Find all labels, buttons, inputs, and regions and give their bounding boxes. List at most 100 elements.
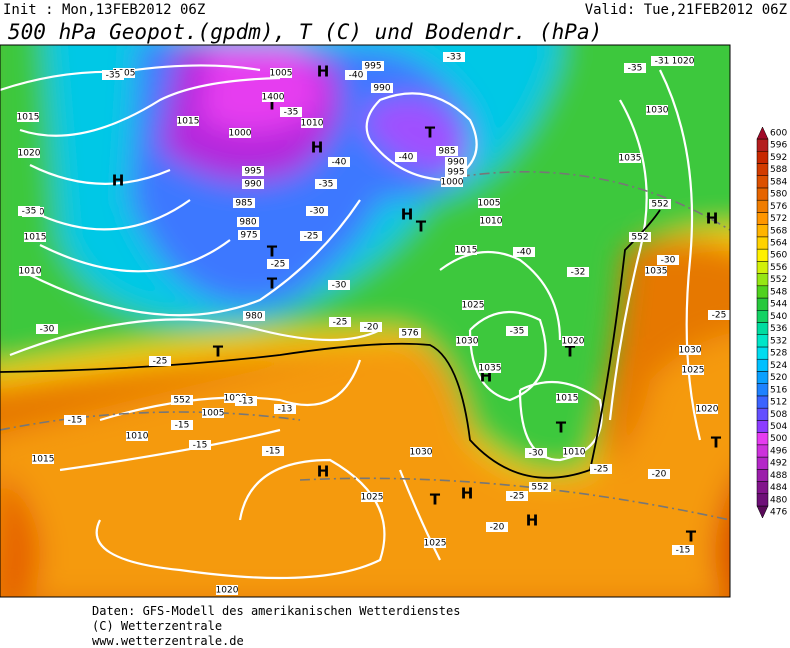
label-bg (590, 464, 612, 474)
contour-label: 1005 (478, 199, 501, 209)
label-bg (624, 63, 646, 73)
label-bg (17, 112, 39, 122)
contour-label: -25 (333, 318, 348, 328)
contour-label: 990 (373, 84, 390, 94)
contour-label: 990 (244, 180, 261, 190)
contour-label: -30 (661, 256, 676, 266)
colorbar-label: 588 (770, 165, 787, 175)
contour-label: -20 (364, 323, 379, 333)
label-bg (329, 317, 351, 327)
contour-label: -33 (447, 53, 462, 63)
contour-label: 1020 (696, 405, 719, 415)
colorbar-label: 500 (770, 434, 787, 444)
label-bg (462, 300, 484, 310)
colorbar-label: 504 (770, 422, 787, 432)
contour-label: -25 (510, 492, 525, 502)
pressure-center: H (706, 210, 719, 228)
pressure-center: T (416, 218, 427, 236)
contour-label: 985 (235, 199, 252, 209)
label-bg (36, 324, 58, 334)
colorbar-cell (756, 383, 769, 397)
label-bg (563, 447, 585, 457)
label-bg (478, 198, 500, 208)
contour-label: -40 (399, 153, 414, 163)
contour-label: 1020 (216, 586, 239, 596)
label-bg (443, 52, 465, 62)
contour-label: 1400 (262, 93, 285, 103)
pressure-center: T (267, 243, 278, 261)
footer-line: www.wetterzentrale.de (92, 634, 244, 648)
contour-label: -25 (153, 357, 168, 367)
contour-label: 980 (239, 218, 256, 228)
contour-label: 552 (631, 233, 648, 243)
label-bg (328, 280, 350, 290)
label-bg (556, 393, 578, 403)
contour-label: -30 (332, 281, 347, 291)
contour-label: 576 (401, 329, 418, 339)
colorbar-label: 596 (770, 141, 787, 151)
colorbar-label: 492 (770, 459, 787, 469)
map-frame (0, 44, 731, 598)
colorbar-label: 512 (770, 398, 787, 408)
pressure-center: T (267, 275, 278, 293)
pressure-center: H (317, 463, 330, 481)
label-bg (300, 231, 322, 241)
label-bg (708, 310, 730, 320)
label-bg (301, 118, 323, 128)
label-bg (361, 492, 383, 502)
pressure-center: T (213, 343, 224, 361)
colorbar-label: 496 (770, 446, 787, 456)
label-bg (242, 179, 264, 189)
colorbar-cell (756, 432, 769, 446)
contour-label: -35 (628, 64, 643, 74)
valid-time: Valid: Tue,21FEB2012 06Z (585, 2, 787, 18)
contour-label: 552 (651, 200, 668, 210)
colorbar-cell (756, 199, 769, 213)
colorbar-label: 536 (770, 324, 787, 334)
colorbar-cell (756, 212, 769, 225)
contour-label: 552 (173, 396, 190, 406)
label-bg (32, 454, 54, 464)
label-bg (202, 408, 224, 418)
label-bg (441, 177, 463, 187)
contour-label: 1025 (361, 493, 384, 503)
contour-label: -15 (68, 416, 83, 426)
label-bg (267, 259, 289, 269)
colorbar-label: 528 (770, 349, 787, 359)
label-bg (395, 152, 417, 162)
contour-label: -30 (40, 325, 55, 335)
colorbar-cell (756, 371, 769, 384)
colorbar-label: 556 (770, 263, 787, 273)
contour-label: -15 (266, 447, 281, 457)
contour-label: -13 (278, 405, 293, 415)
map-title: 500 hPa Geopot.(gpdm), T (C) und Bodendr… (8, 20, 602, 44)
label-bg (216, 585, 238, 595)
label-bg (280, 107, 302, 117)
contour-label: 990 (447, 158, 464, 168)
contour-label: -40 (517, 248, 532, 258)
colorbar-cell (756, 456, 769, 470)
colorbar-label: 544 (770, 300, 787, 310)
label-bg (672, 56, 694, 66)
contour-label: 995 (244, 167, 261, 177)
label-bg (506, 491, 528, 501)
contour-label: -31 (655, 57, 670, 67)
colorbar-cell (756, 407, 769, 421)
colorbar-cell (756, 138, 769, 152)
label-bg (171, 420, 193, 430)
colorbar-cell (756, 310, 769, 323)
contour-label: 1025 (424, 539, 447, 549)
label-bg (238, 230, 260, 240)
colorbar-cell (756, 261, 769, 274)
colorbar-cell (756, 505, 769, 519)
colorbar-label: 580 (770, 190, 787, 200)
contour-label: 1020 (562, 337, 585, 347)
label-bg (237, 217, 259, 227)
pressure-center: H (317, 63, 330, 81)
label-bg (645, 266, 667, 276)
label-bg (649, 199, 671, 209)
colorbar-cell (756, 395, 769, 409)
colorbar-label: 540 (770, 312, 787, 322)
label-bg (270, 68, 292, 78)
